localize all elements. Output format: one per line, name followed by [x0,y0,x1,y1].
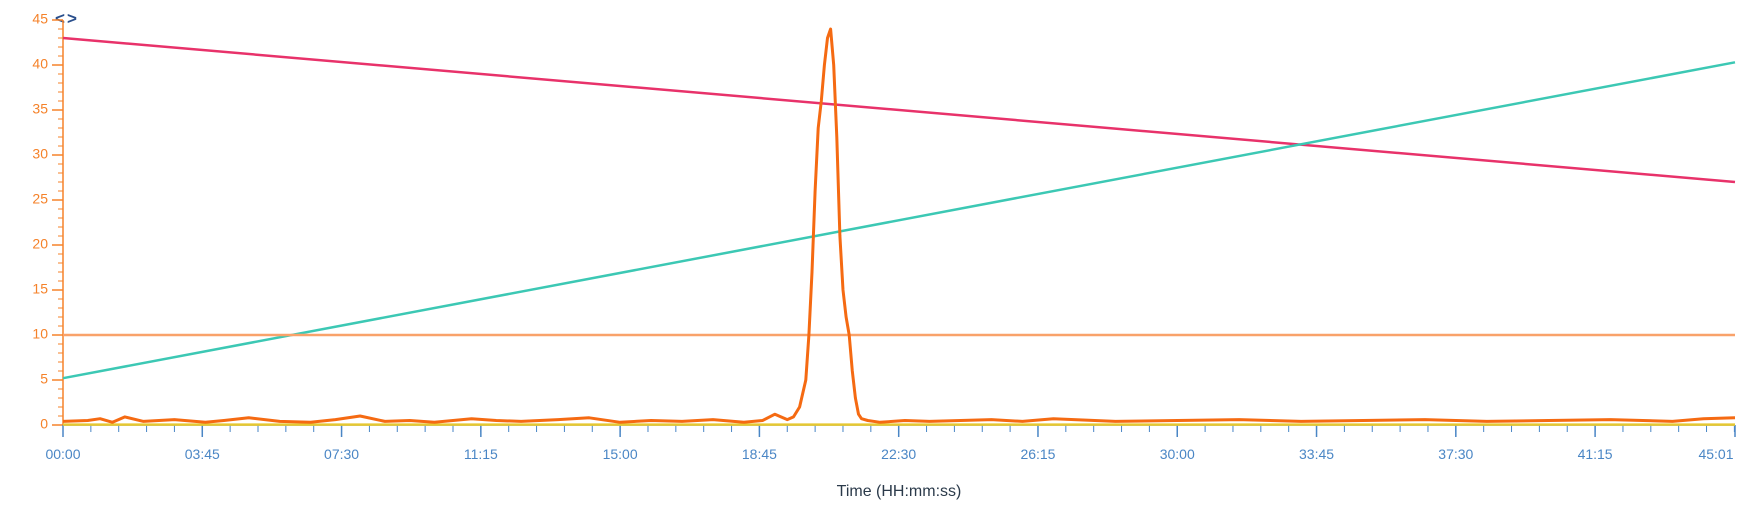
y-tick-label: 30 [32,146,48,162]
x-tick-label: 03:45 [185,446,220,462]
chevron-right-icon[interactable]: > [67,9,77,28]
y-tick-label: 15 [32,281,48,297]
y-tick-label: 5 [40,371,48,387]
y-tick-label: 25 [32,191,48,207]
x-tick-label: 00:00 [45,446,80,462]
y-tick-label: 10 [32,326,48,342]
chevron-left-icon[interactable]: < [55,9,65,28]
x-tick-label: 11:15 [464,446,498,462]
y-tick-label: 0 [40,416,48,432]
chart-nav: < > [55,9,77,28]
x-tick-label: 45:01 [1698,446,1733,462]
x-tick-label: 30:00 [1160,446,1195,462]
series-line-1 [62,36,1736,184]
x-tick-label: 18:45 [742,446,777,462]
series-line-2 [62,61,1736,380]
x-tick-label: 37:30 [1438,446,1473,462]
y-tick-label: 35 [32,101,48,117]
y-tick-label: 20 [32,236,48,252]
y-tick-label: 45 [32,11,48,27]
x-tick-label: 26:15 [1020,446,1055,462]
x-tick-label: 22:30 [881,446,916,462]
x-tick-label: 41:15 [1578,446,1613,462]
x-tick-label: 33:45 [1299,446,1334,462]
x-tick-label: 15:00 [603,446,638,462]
x-tick-label: 07:30 [324,446,359,462]
series-line-5 [62,27,1736,424]
x-axis-label: Time (HH:mm:ss) [837,483,962,500]
y-tick-label: 40 [32,56,48,72]
